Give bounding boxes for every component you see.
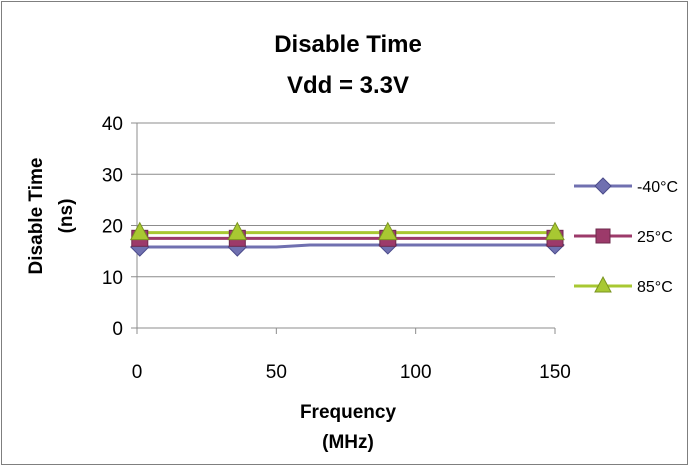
legend: -40°C 25°C 85°C [574,177,678,296]
x-tick-label-0: 0 [132,362,143,383]
point-series-2-0 [129,221,150,241]
point-series-2-1 [227,221,248,241]
y-tick-label-10: 10 [102,268,123,289]
y-tick-label-30: 30 [102,165,123,186]
legend-marker-1 [595,228,611,244]
x-axis-unit: (MHz) [322,432,374,453]
y-axis-unit: (ns) [56,199,77,234]
gridlines [137,122,555,278]
legend-marker-0 [594,177,612,195]
y-tick-label-20: 20 [102,217,123,238]
chart-subtitle: Vdd = 3.3V [287,72,409,99]
axes [131,122,556,334]
chart-title: Disable Time [274,31,422,58]
legend-label-0: -40°C [637,179,678,196]
y-axis-title: Disable Time [26,158,47,275]
point-series-2-2 [377,221,398,241]
series-markers [129,221,565,257]
legend-marker-2 [594,275,612,293]
x-tick-label-150: 150 [539,362,571,383]
x-tick-label-50: 50 [266,362,287,383]
x-tick-labels: 0 50 100 150 [132,362,571,383]
legend-label-2: 85°C [637,279,673,296]
x-tick-label-100: 100 [400,362,432,383]
series-lines [139,231,555,249]
legend-label-1: 25°C [637,229,673,246]
y-tick-labels: 0 10 20 30 40 [102,114,123,340]
y-tick-label-0: 0 [112,319,123,340]
series-line-0 [139,243,555,249]
point-series-2-3 [545,221,565,241]
x-axis-title: Frequency [300,402,397,423]
y-tick-label-40: 40 [102,114,123,135]
